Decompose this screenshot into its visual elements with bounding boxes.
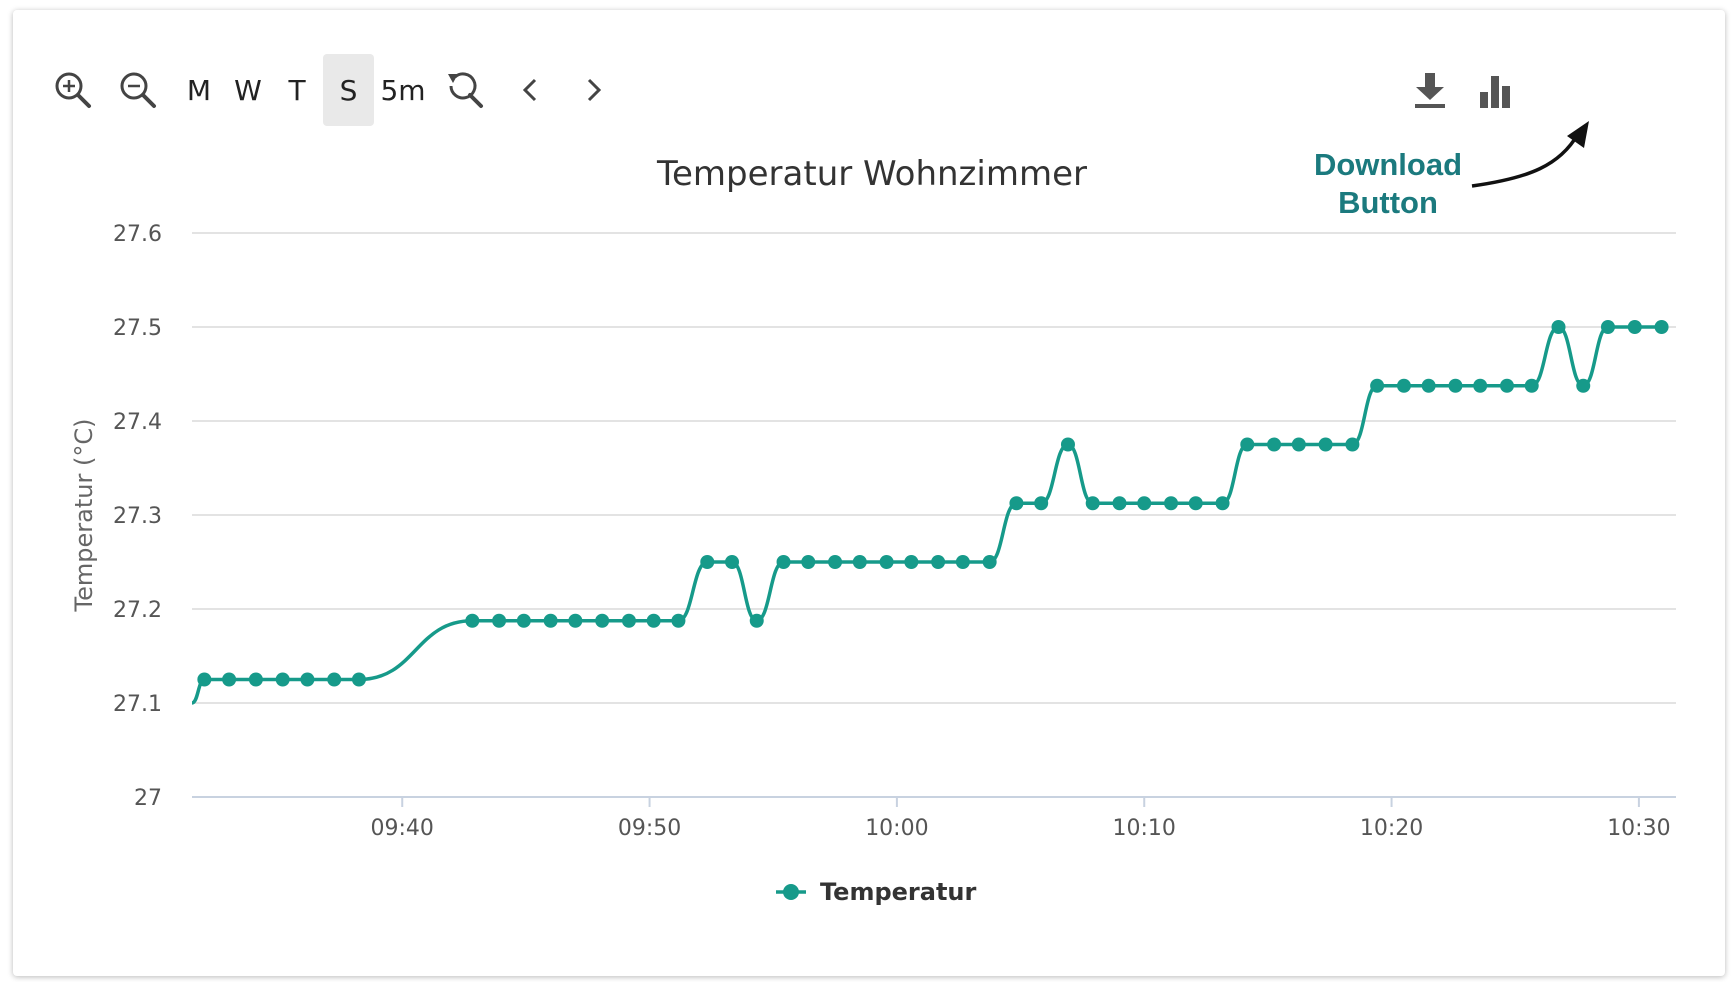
- y-tick-label: 27.5: [113, 316, 162, 341]
- data-point: [1551, 320, 1566, 334]
- data-point: [248, 672, 263, 687]
- x-tick-label: 10:10: [1113, 816, 1176, 841]
- data-point: [749, 613, 764, 628]
- range-button-t[interactable]: T: [288, 73, 306, 107]
- data-point: [1240, 437, 1255, 452]
- data-point: [879, 555, 894, 569]
- range-button-w[interactable]: W: [234, 73, 262, 107]
- data-point: [1291, 437, 1306, 452]
- range-button-m[interactable]: M: [186, 73, 212, 107]
- data-point: [1627, 320, 1642, 334]
- y-tick-label: 27: [134, 786, 162, 811]
- data-point: [776, 555, 791, 569]
- zoom-in-icon[interactable]: [52, 54, 94, 126]
- x-tick-label: 10:30: [1607, 816, 1670, 841]
- chevron-left-icon[interactable]: [514, 54, 546, 126]
- chevron-right-icon[interactable]: [578, 54, 610, 126]
- data-point: [801, 555, 816, 569]
- chart-card: [13, 10, 1725, 976]
- y-tick-label: 27.1: [113, 692, 162, 717]
- data-point: [1188, 496, 1203, 511]
- reset-zoom-icon[interactable]: [444, 54, 486, 126]
- data-point: [197, 672, 212, 687]
- data-point: [568, 613, 583, 628]
- chart-title: Temperatur Wohnzimmer: [656, 154, 1087, 194]
- data-point: [1085, 496, 1100, 511]
- data-point: [1345, 437, 1360, 452]
- zoom-out-icon[interactable]: [117, 54, 159, 126]
- y-tick-label: 27.3: [113, 504, 162, 529]
- data-point: [1034, 496, 1049, 511]
- data-point: [1654, 320, 1669, 334]
- data-point: [1448, 378, 1463, 393]
- download-icon[interactable]: [1410, 54, 1450, 126]
- data-point: [1499, 378, 1514, 393]
- data-point: [1370, 378, 1385, 393]
- data-point: [671, 613, 686, 628]
- data-point: [1215, 496, 1230, 511]
- range-button-s[interactable]: S: [323, 54, 374, 126]
- data-point: [1267, 437, 1282, 452]
- data-point: [725, 555, 740, 569]
- data-point: [852, 555, 867, 569]
- data-point: [465, 613, 480, 628]
- data-point: [931, 555, 946, 569]
- legend-label-temperatur: Temperatur: [820, 878, 977, 906]
- download-annotation: Download Button: [1278, 146, 1498, 222]
- data-point: [1009, 496, 1024, 511]
- data-point: [904, 555, 919, 569]
- data-point: [351, 672, 366, 687]
- data-point: [828, 555, 843, 569]
- annotation-line-1: Download: [1313, 147, 1463, 182]
- data-point: [1421, 378, 1436, 393]
- data-point: [516, 613, 531, 628]
- data-point: [1137, 496, 1152, 511]
- x-tick-label: 10:20: [1360, 816, 1423, 841]
- data-point: [543, 613, 558, 628]
- data-point: [1318, 437, 1333, 452]
- data-point: [222, 672, 237, 687]
- data-point: [275, 672, 290, 687]
- data-point: [1060, 437, 1075, 452]
- data-point: [492, 613, 507, 628]
- y-tick-label: 27.2: [113, 598, 162, 623]
- data-point: [1524, 378, 1539, 393]
- range-button-5m[interactable]: 5m: [380, 73, 426, 107]
- data-point: [300, 672, 315, 687]
- data-point: [1600, 320, 1615, 334]
- data-point: [1576, 378, 1591, 393]
- data-point: [621, 613, 636, 628]
- annotation-line-2: Button: [1338, 185, 1438, 220]
- y-tick-label: 27.6: [113, 222, 162, 247]
- x-tick-label: 09:40: [371, 816, 434, 841]
- legend-marker: [783, 884, 799, 900]
- data-point: [595, 613, 610, 628]
- data-point: [982, 555, 997, 569]
- data-point: [1164, 496, 1179, 511]
- bar-chart-icon[interactable]: [1474, 54, 1516, 126]
- data-point: [646, 613, 661, 628]
- data-point: [1112, 496, 1127, 511]
- y-tick-label: 27.4: [113, 410, 162, 435]
- x-tick-label: 09:50: [618, 816, 681, 841]
- data-point: [1473, 378, 1488, 393]
- data-point: [700, 555, 715, 569]
- y-axis-label: Temperatur (°C): [70, 419, 98, 613]
- data-point: [955, 555, 970, 569]
- data-point: [327, 672, 342, 687]
- data-point: [1396, 378, 1411, 393]
- x-tick-label: 10:00: [865, 816, 928, 841]
